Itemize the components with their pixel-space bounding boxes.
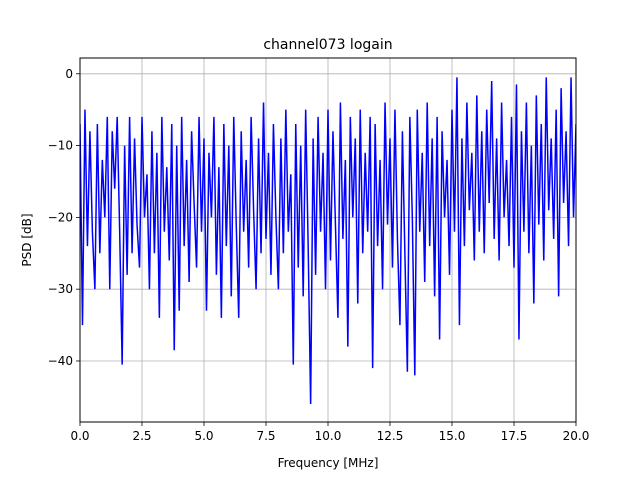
x-tick-label: 0.0: [70, 429, 89, 443]
x-tick-label: 17.5: [501, 429, 528, 443]
x-tick-label: 15.0: [439, 429, 466, 443]
x-tick-label: 20.0: [563, 429, 590, 443]
x-tick-label: 12.5: [377, 429, 404, 443]
x-tick-label: 2.5: [132, 429, 151, 443]
x-tick-label: 5.0: [194, 429, 213, 443]
y-tick-label: −10: [48, 139, 73, 153]
y-tick-label: −40: [48, 354, 73, 368]
x-tick-label: 7.5: [256, 429, 275, 443]
y-axis-ticks: 0 −10 −20 −30 −40: [48, 67, 80, 368]
x-axis-ticks: 0.0 2.5 5.0 7.5 10.0 12.5 15.0 17.5 20.0: [70, 422, 589, 443]
y-tick-label: 0: [65, 67, 73, 81]
y-tick-label: −30: [48, 282, 73, 296]
x-axis-label: Frequency [MHz]: [278, 456, 379, 470]
y-axis-label: PSD [dB]: [20, 213, 34, 266]
psd-series-line: [80, 77, 576, 405]
plot-area: [80, 77, 576, 405]
chart-title: channel073 logain: [263, 37, 392, 53]
y-tick-label: −20: [48, 210, 73, 224]
x-tick-label: 10.0: [315, 429, 342, 443]
